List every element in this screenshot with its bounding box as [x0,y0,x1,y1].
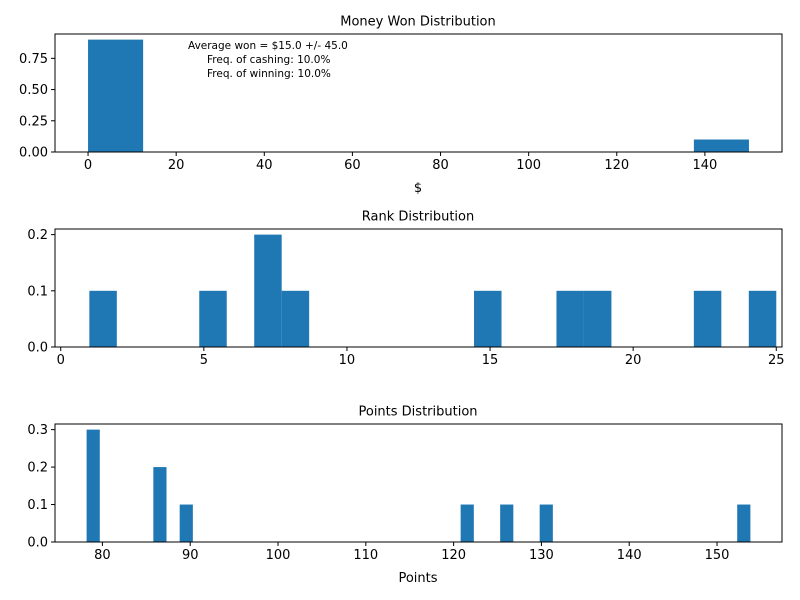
points-chart: Points Distribution 80 90 100 110 120 130 140 1… [27,405,783,586]
rank-x-tick-label-1: 5 [200,353,208,368]
money-won-cashing-annotation: Freq. of cashing: 10.0% [207,54,330,66]
rank-x-tick-label-5: 25 [768,353,785,368]
rank-y-ticks: 0.0 0.1 0.2 [27,228,55,356]
rank-title: Rank Distribution [362,210,474,225]
money-won-y-tick-label-2: 0.50 [19,83,48,98]
points-bar-2 [179,504,193,542]
rank-bar-5 [556,290,584,347]
points-bar-3 [460,504,474,542]
rank-y-tick-label-0: 0.0 [27,341,48,356]
points-x-tick-label-1: 90 [182,548,199,563]
money-won-bar-1 [693,139,749,152]
money-won-bars [88,39,749,152]
money-won-x-tick-label-3: 60 [344,158,361,173]
points-bar-1 [153,467,167,542]
rank-x-tick-label-4: 20 [625,353,642,368]
money-won-axes-frame [54,33,783,153]
rank-x-ticks: 0 5 10 15 20 25 [57,347,785,368]
points-x-tick-label-4: 120 [441,548,466,563]
points-x-label: Points [398,571,437,586]
points-x-tick-label-0: 80 [94,548,111,563]
points-x-tick-label-3: 110 [353,548,378,563]
rank-bar-0 [89,290,117,347]
money-won-chart: Money Won Distribution 0 20 40 60 80 100 120 14… [19,15,783,196]
points-bars [86,429,751,542]
rank-bar-3 [281,290,310,347]
rank-bar-4 [474,290,502,347]
money-won-x-tick-label-1: 20 [168,158,185,173]
money-won-x-tick-label-7: 140 [692,158,717,173]
points-y-tick-label-2: 0.2 [27,461,48,476]
money-won-x-tick-label-0: 0 [84,158,92,173]
rank-bar-7 [693,290,722,347]
points-axes-frame [54,423,783,543]
points-y-ticks: 0.0 0.1 0.2 0.3 [27,423,55,551]
money-won-y-ticks: 0.00 0.25 0.50 0.75 [19,52,55,161]
points-x-tick-label-6: 140 [617,548,642,563]
points-title: Points Distribution [358,405,477,420]
points-bar-4 [500,504,514,542]
points-y-tick-label-3: 0.3 [27,423,48,438]
money-won-winning-annotation: Freq. of winning: 10.0% [207,68,331,80]
rank-y-tick-label-2: 0.2 [27,228,48,243]
money-won-bar-0 [88,39,144,152]
points-y-tick-label-1: 0.1 [27,498,48,513]
money-won-y-tick-label-1: 0.25 [19,114,48,129]
rank-bar-2 [254,234,282,347]
money-won-x-ticks: 0 20 40 60 80 100 120 140 [84,152,717,173]
money-won-title: Money Won Distribution [340,15,496,30]
money-won-x-tick-label-2: 40 [256,158,273,173]
money-won-x-tick-label-4: 80 [432,158,449,173]
rank-bar-6 [583,290,612,347]
money-won-y-tick-label-0: 0.00 [19,146,48,161]
points-x-ticks: 80 90 100 110 120 130 140 150 [94,542,729,563]
points-bar-5 [539,504,553,542]
points-x-tick-label-2: 100 [266,548,291,563]
money-won-x-tick-label-5: 100 [516,158,541,173]
points-bar-6 [737,504,751,542]
rank-chart: Rank Distribution 0 5 10 15 20 25 0.0 0.1 0.2 [27,210,784,369]
points-bar-0 [86,429,100,542]
money-won-x-tick-label-6: 120 [604,158,629,173]
rank-x-tick-label-2: 10 [339,353,356,368]
money-won-x-label: $ [414,181,422,196]
points-x-tick-label-7: 150 [705,548,730,563]
rank-bar-8 [748,290,777,347]
money-won-y-tick-label-3: 0.75 [19,52,48,67]
rank-bars [89,234,777,347]
money-won-average-annotation: Average won = $15.0 +/- 45.0 [188,40,348,52]
rank-y-tick-label-1: 0.1 [27,284,48,299]
rank-x-tick-label-0: 0 [57,353,65,368]
rank-x-tick-label-3: 15 [482,353,499,368]
rank-bar-1 [199,290,227,347]
points-x-tick-label-5: 130 [529,548,554,563]
points-y-tick-label-0: 0.0 [27,536,48,551]
rank-axes-frame [54,228,783,348]
